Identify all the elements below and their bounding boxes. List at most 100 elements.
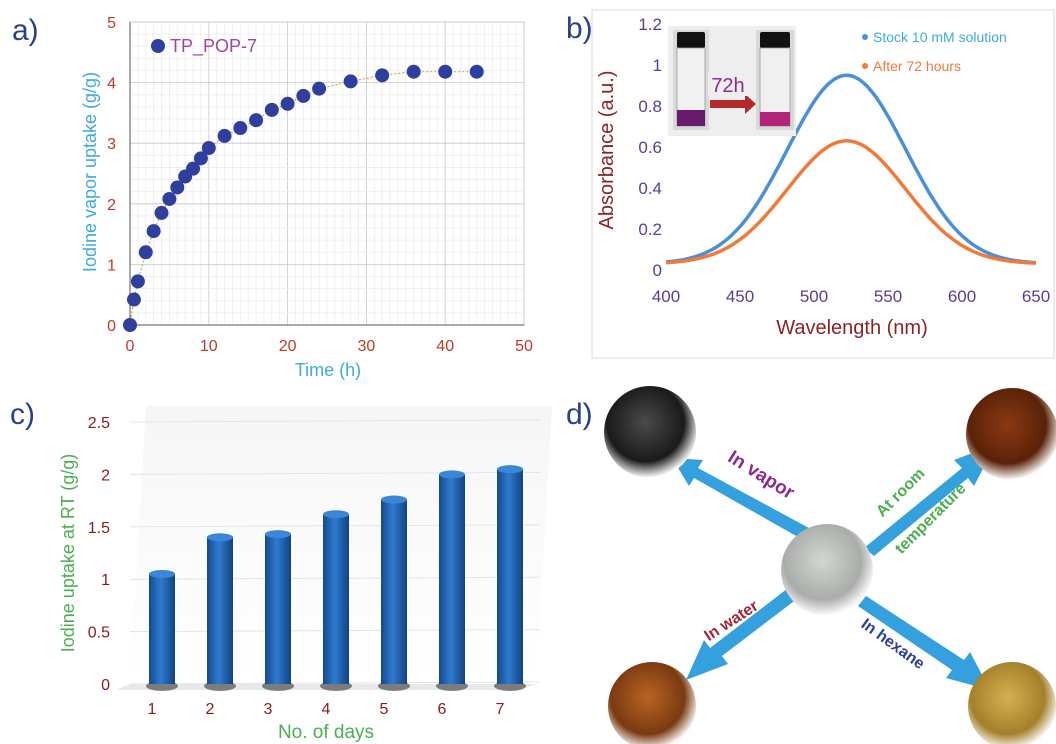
- panel-d-diagram: In vapor At room temperature In water In…: [604, 386, 1056, 744]
- panel-c-bar-cap: [497, 465, 523, 474]
- sample-center-grey: [781, 524, 873, 616]
- panel-b-y-tick-label: 0.8: [638, 97, 662, 116]
- panel-a-data-point: [375, 68, 390, 83]
- panel-a-legend-marker: [151, 39, 165, 53]
- sample-room-brown: [966, 388, 1056, 480]
- panel-a-data-point: [233, 121, 248, 136]
- panel-b-y-tick-label: 1: [653, 56, 662, 75]
- panel-a-data-point: [296, 88, 311, 103]
- panel-b-legend-marker-stock: [862, 34, 868, 40]
- panel-a-y-axis-title: Iodine vapor uptake (g/g): [80, 72, 100, 272]
- panel-b-y-tick-label: 0.6: [638, 138, 662, 157]
- panel-a-y-tick-label: 2: [107, 197, 116, 214]
- panel-b-series: [665, 73, 1037, 265]
- panel-b-y-tick-label: 0: [653, 261, 662, 280]
- panel-c-y-tick-label: 0.5: [88, 625, 110, 642]
- panel-a-data-point: [146, 224, 161, 239]
- panel-d-label: d): [566, 398, 593, 431]
- panel-c-bar-cap: [323, 510, 349, 519]
- panel-a-label: a): [12, 14, 39, 47]
- panel-c-y-tick-label: 0: [101, 677, 110, 694]
- panel-a-data-point: [438, 64, 453, 79]
- panel-a-data-point: [312, 81, 327, 96]
- panel-b-legend-marker-after: [862, 63, 868, 69]
- panel-c-bar: [149, 573, 175, 684]
- panel-b-x-tick-label: 550: [874, 287, 902, 306]
- panel-c-x-tick-label: 3: [264, 701, 273, 718]
- sample-hexane-tan: [968, 662, 1056, 744]
- panel-c-bar: [207, 537, 233, 684]
- vial-before: [673, 30, 709, 130]
- panel-c-bar: [497, 469, 523, 684]
- panel-a-axes: [129, 22, 524, 326]
- panel-a-y-tick-label: 3: [107, 136, 116, 153]
- panel-a-y-tick-label: 0: [107, 318, 116, 335]
- panel-c-x-tick-label: 7: [496, 701, 505, 718]
- panel-c-x-tick-label: 2: [206, 701, 215, 718]
- panel-a-x-tick-label: 0: [126, 338, 135, 355]
- panel-c-x-tick-label: 5: [380, 701, 389, 718]
- panel-c-bar-cap: [381, 495, 407, 504]
- panel-a-data-point: [280, 96, 295, 111]
- panel-c-y-tick-label: 2.5: [88, 415, 110, 432]
- arrow-to-hexane: [858, 596, 990, 690]
- panel-c-bar: [439, 474, 465, 684]
- panel-c-y-tick-label: 1: [101, 572, 110, 589]
- panel-b-x-tick-label: 600: [948, 287, 976, 306]
- panel-c-y-tick-label: 1.5: [88, 520, 110, 537]
- panel-c-chart: 1 2 3 4 5 6 7 0 0.5 1 1.5 2 2.5 No. of days Iodine …: [58, 406, 552, 743]
- panel-c-x-tick-label: 6: [438, 701, 447, 718]
- panel-c-bars: [146, 465, 526, 691]
- arrow-to-vapor: [672, 458, 820, 545]
- panel-c-hgrid: [129, 419, 541, 423]
- panel-a-data-point: [469, 64, 484, 79]
- panel-a-x-ticks: 0 10 20 30 40 50: [126, 338, 533, 355]
- panel-b-y-tick-label: 0.4: [638, 179, 662, 198]
- panel-b-frame: [591, 9, 1055, 359]
- panel-b-series-after: [665, 139, 1037, 265]
- panel-a-data-point: [343, 74, 358, 89]
- inset-time-label: 72h: [711, 75, 744, 97]
- panel-a-x-tick-label: 50: [515, 338, 533, 355]
- panel-b-y-tick-label: 1.2: [638, 15, 662, 34]
- panel-a-data-point: [264, 102, 279, 117]
- panel-c-x-ticks: 1 2 3 4 5 6 7: [148, 701, 505, 718]
- panel-b-label: b): [566, 12, 593, 45]
- panel-a-data-point: [123, 318, 137, 332]
- panel-c-bar-cap: [207, 533, 233, 542]
- panel-c-bar-cap: [149, 569, 175, 578]
- panel-c-y-axis-title: Iodine uptake at RT (g/g): [58, 454, 78, 652]
- panel-b-x-tick-label: 400: [652, 287, 680, 306]
- panel-a-data-point: [138, 245, 153, 260]
- panel-c-bar-cap: [265, 530, 291, 539]
- panel-b-x-tick-label: 650: [1022, 287, 1050, 306]
- panel-a-x-tick-label: 10: [200, 338, 218, 355]
- panel-b-y-ticks: 0 0.2 0.4 0.6 0.8 1 1.2: [638, 15, 662, 280]
- panel-b-x-tick-label: 450: [726, 287, 754, 306]
- panel-c-bar-cap: [439, 470, 465, 479]
- arrow-to-room: [864, 444, 996, 556]
- panel-c-label: c): [10, 398, 35, 431]
- sample-water-orange: [608, 662, 696, 744]
- panel-a-data-point: [154, 205, 169, 220]
- panel-c-y-tick-label: 2: [101, 467, 110, 484]
- panel-a-legend-label: TP_POP-7: [170, 36, 257, 57]
- panel-b-x-ticks: 400 450 500 550 600 650: [652, 287, 1050, 306]
- panel-a-data-point: [406, 64, 421, 79]
- panel-a-x-tick-label: 40: [436, 338, 454, 355]
- panel-a-x-tick-label: 30: [358, 338, 376, 355]
- panel-b-x-axis-title: Wavelength (nm): [776, 317, 928, 339]
- panel-c-x-tick-label: 4: [322, 701, 331, 718]
- panel-a-y-tick-label: 5: [107, 15, 116, 32]
- panel-a-y-ticks: 0 1 2 3 4 5: [107, 15, 116, 335]
- panel-c-y-ticks: 0 0.5 1 1.5 2 2.5: [88, 415, 110, 694]
- panel-a-chart: 0 10 20 30 40 50 0 1 2 3 4 5 Time (h) Iodine vapor…: [80, 15, 533, 380]
- panel-c-hgrid: [129, 471, 541, 475]
- panel-a-data-point: [170, 180, 185, 195]
- arrow-to-water: [686, 582, 806, 680]
- inset-arrow: [710, 94, 756, 114]
- panel-a-x-tick-label: 20: [279, 338, 297, 355]
- panel-c-x-tick-label: 1: [148, 701, 157, 718]
- panel-b-x-tick-label: 500: [800, 287, 828, 306]
